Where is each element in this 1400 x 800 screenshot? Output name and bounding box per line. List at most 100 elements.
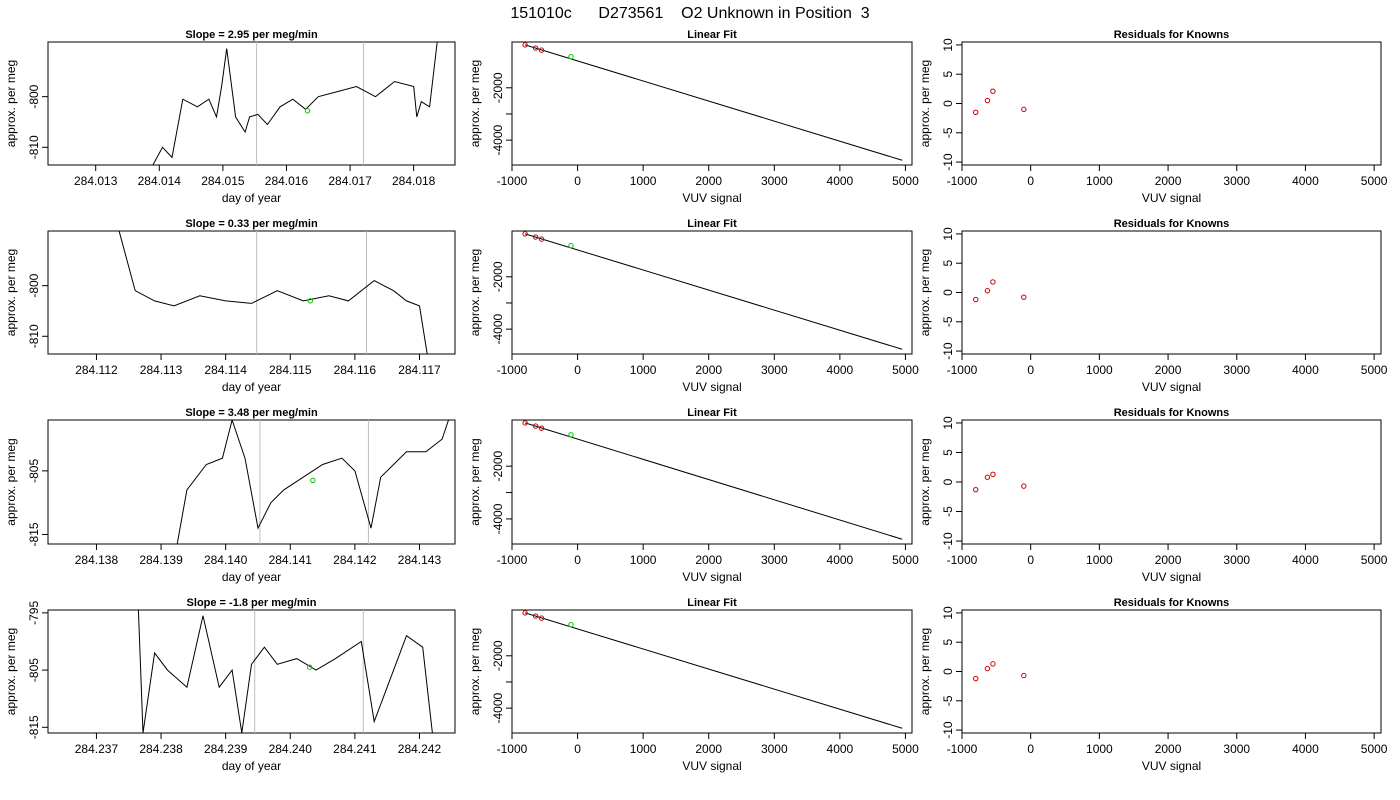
unknown-point [568,53,574,60]
known-point [984,474,991,480]
y-axis-label: approx. per meg [918,438,932,525]
y-tick-label: -810 [27,324,41,348]
panel-3-3: Residuals for Knowns -1000 0 1000 2000 3000 40… [918,407,1388,584]
known-point [522,231,528,237]
y-tick-label: -5 [941,316,955,327]
x-axis-label: VUV signal [1142,570,1201,584]
y-tick-label: 5 [941,260,955,267]
known-point [532,234,539,240]
x-axis: 284.138 284.139 284.140 284.141 284.142 284.1… [75,544,441,567]
plot-area [118,231,428,354]
y-axis: -10 -5 0 5 10 [941,38,962,171]
y-tick-label: -10 [941,532,955,550]
plot-frame [511,419,913,545]
x-tick-label: 4000 [1292,363,1319,377]
x-tick-label: 0 [1027,363,1034,377]
x-tick-label: 284.116 [334,363,377,377]
plot-frame [961,609,1382,734]
x-axis-label: VUV signal [682,380,741,394]
x-axis: -1000 0 1000 2000 3000 4000 5000 [947,165,1388,188]
x-tick-label: 3000 [761,742,788,756]
x-tick-label: 3000 [761,174,788,188]
known-point [973,675,979,682]
panel-2-3: Residuals for Knowns -1000 0 1000 2000 3000 40… [918,218,1388,394]
y-tick-label: -2000 [491,451,505,482]
x-tick-label: -1000 [947,363,978,377]
x-tick-label: 4000 [827,742,854,756]
x-tick-label: 284.242 [398,742,442,756]
y-tick-label: -800 [27,273,41,297]
plot-frame [47,230,456,355]
panel-title: Slope = 3.48 per meg/min [185,407,318,419]
y-tick-label: -2000 [491,261,505,292]
x-axis-label: day of year [222,191,281,205]
x-tick-label: 284.139 [139,553,183,567]
plot-area [973,88,1027,115]
x-tick-label: 1000 [1086,553,1113,567]
plot-frame [511,41,913,166]
x-tick-label: -1000 [947,174,978,188]
y-tick-label: -5 [941,695,955,706]
x-tick-label: 2000 [695,553,722,567]
x-tick-label: 284.117 [398,363,441,377]
x-tick-label: 5000 [892,742,919,756]
y-tick-label: -815 [27,522,41,546]
x-tick-label: 4000 [827,553,854,567]
plot-area [522,42,903,161]
known-point [532,613,539,619]
plot-frame [47,419,456,545]
y-axis-label: approx. per meg [918,60,932,147]
x-tick-label: 3000 [761,363,788,377]
x-axis-label: day of year [222,759,281,773]
plot-frame [961,230,1382,355]
panel-title: Slope = 2.95 per meg/min [185,29,318,41]
x-tick-label: 284.113 [140,363,183,377]
y-tick-label: -2000 [491,72,505,103]
panel-2-2: Linear Fit -1000 0 1000 2000 3000 4000 5000 -400… [468,218,919,394]
unknown-point [568,432,574,438]
x-tick-label: 3000 [1223,553,1250,567]
unknown-point [306,664,313,670]
known-point [973,486,979,493]
x-axis-label: VUV signal [1142,380,1201,394]
panel-title: Residuals for Knowns [1114,407,1230,419]
x-tick-label: 284.141 [269,553,313,567]
panel-4-3: Residuals for Knowns -1000 0 1000 2000 3000 40… [918,597,1388,773]
y-tick-label: -815 [27,715,41,739]
plot-area [522,610,903,729]
y-tick-label: -2000 [491,640,505,671]
x-axis: -1000 0 1000 2000 3000 4000 5000 [497,165,919,188]
y-tick-label: 5 [941,71,955,78]
x-tick-label: 1000 [1086,174,1113,188]
panel-title: Linear Fit [687,597,737,609]
y-axis-label: approx. per meg [918,249,932,336]
y-tick-label: -800 [27,84,41,108]
y-axis: -10 -5 0 5 10 [941,416,962,550]
known-point [538,615,545,621]
x-tick-label: 284.239 [204,742,248,756]
y-tick-label: -810 [27,135,41,159]
panel-4-2: Linear Fit -1000 0 1000 2000 3000 4000 5000 -400… [468,597,919,773]
y-axis: -4000 -2000 [491,451,512,534]
plot-frame [511,609,913,734]
panel-title: Slope = 0.33 per meg/min [185,218,318,230]
series-line [152,42,438,165]
y-axis-label: approx. per meg [4,438,18,525]
x-tick-label: 5000 [892,174,919,188]
panel-title: Slope = -1.8 per meg/min [187,597,317,609]
panel-1-3: Residuals for Knowns -1000 0 1000 2000 3000 40… [918,29,1388,205]
x-tick-label: 0 [574,174,581,188]
x-tick-label: 2000 [1155,553,1182,567]
x-tick-label: 5000 [892,363,919,377]
known-point [532,45,539,51]
panel-title: Linear Fit [687,407,737,419]
x-tick-label: -1000 [497,174,528,188]
x-tick-label: 284.018 [392,174,436,188]
x-axis: -1000 0 1000 2000 3000 4000 5000 [947,544,1388,567]
x-tick-label: 284.140 [204,553,248,567]
known-point [984,665,991,672]
x-tick-label: 3000 [1223,174,1250,188]
